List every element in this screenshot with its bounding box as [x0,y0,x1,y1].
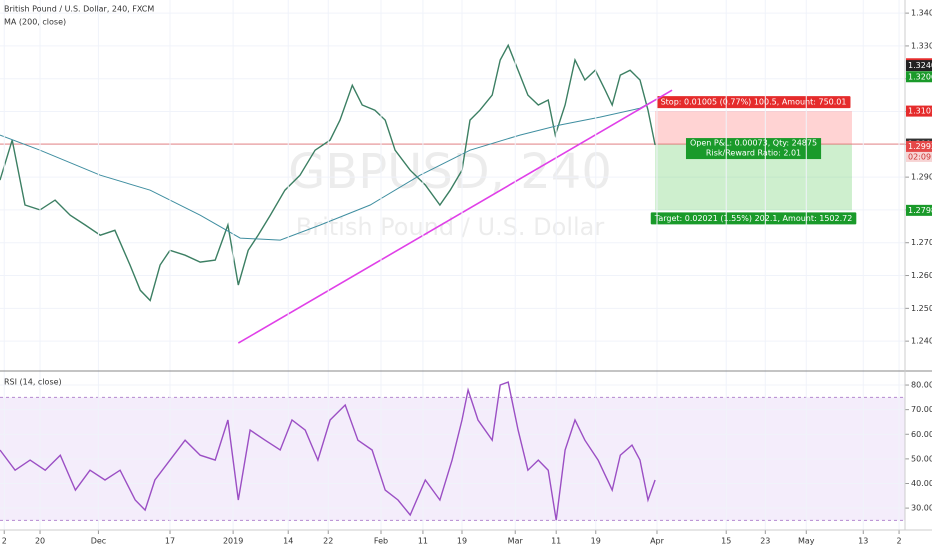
y-tick-label: 1.27000 [911,238,932,247]
x-tick-label: 15 [721,537,731,546]
price-badge-label: 1.32400 [908,61,932,70]
y-tick-label: 1.24000 [911,337,932,346]
x-tick-label: 20 [35,537,45,546]
x-tick-label: Dec [91,537,106,546]
countdown-bg [906,151,932,162]
series-line [0,43,656,302]
price-badge-label: 1.32060 [908,72,932,81]
x-tick-label: 11 [418,537,428,546]
series-line [0,99,656,241]
rsi-legend: RSI (14, close) [4,378,62,387]
ma-legend: MA (200, close) [4,18,66,27]
y-tick-label: 1.26000 [911,271,932,280]
y-tick-label: 70.0000 [911,405,932,414]
x-tick-label: 14 [283,537,293,546]
x-tick-label: Feb [374,537,388,546]
x-tick-label: 11 [551,537,561,546]
x-tick-label: Mar [508,537,524,546]
y-tick-label: 1.33000 [911,41,932,50]
pnl-label-bg [685,138,822,160]
y-tick-label: 60.0000 [911,430,932,439]
x-tick-label: 13 [858,537,868,546]
series-line [0,381,656,521]
x-tick-label: 2 [897,537,902,546]
x-tick-label: 19 [457,537,467,546]
price-badge [906,71,932,83]
price-badge [906,204,932,216]
position-label-bg [650,212,857,225]
x-tick-label: 23 [760,537,770,546]
chart-title: British Pound / U.S. Dollar, 240, FXCM [4,5,154,14]
trend-line [237,89,673,344]
y-tick-label: 30.0000 [911,504,932,513]
price-badge-label: 1.27987 [908,206,932,215]
ratio-label: Risk/Reward Ratio: 2.01 [706,149,801,158]
y-tick-label: 40.0000 [911,479,932,488]
price-badge-label: 1.29935 [908,142,932,151]
y-tick-label: 50.0000 [911,454,932,463]
x-tick-label: May [798,537,815,546]
x-tick-label: 19 [591,537,601,546]
position-label: Stop: 0.01005 (0.77%) 100.5, Amount: 750… [661,98,847,107]
position-label: Target: 0.02021 (1.55%) 202.1, Amount: 1… [654,214,853,223]
price-badge [906,60,932,72]
y-tick-label: 1.25000 [911,304,932,313]
y-tick-label: 1.29000 [911,173,932,182]
price-badge [906,140,932,152]
x-tick-label: 17 [165,537,175,546]
price-badge-label: 1.31013 [908,107,932,116]
x-tick-label: Apr [650,537,665,546]
watermark-subtitle: British Pound / U.S. Dollar [296,213,605,241]
x-tick-label: 2019 [223,537,243,546]
pnl-label: Open P&L: 0.00073, Qty: 24875 [690,139,817,148]
countdown: 02:09:22 [908,152,932,161]
x-tick-label: 2 [2,537,7,546]
y-tick-label: 80.0000 [911,381,932,390]
price-badge [906,105,932,117]
position-label-bg [656,96,851,109]
x-tick-label: 22 [323,537,333,546]
y-tick-label: 1.34000 [911,9,932,18]
